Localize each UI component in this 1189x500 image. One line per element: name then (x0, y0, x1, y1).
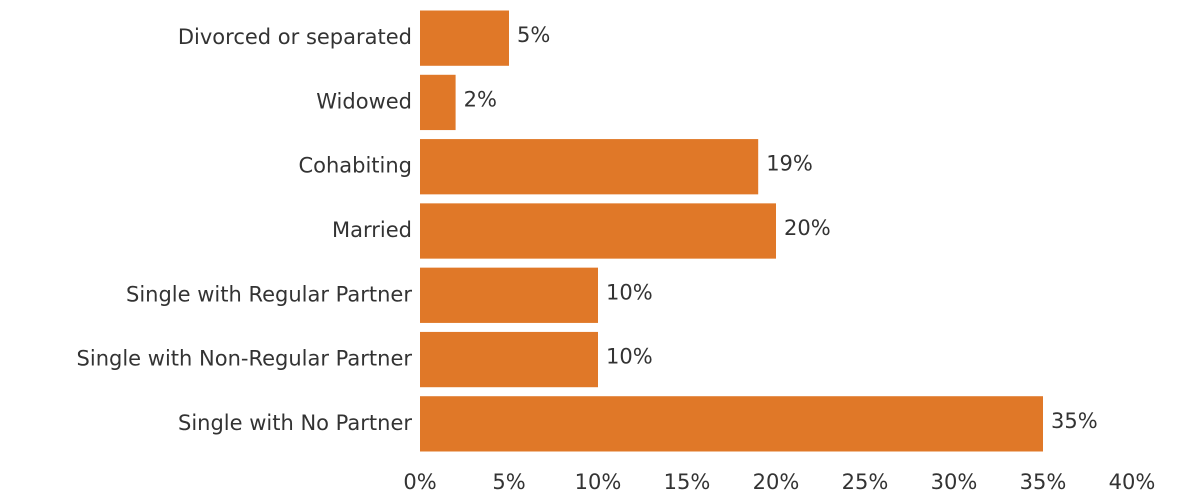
value-label: 20% (784, 216, 831, 240)
x-tick-label: 15% (664, 470, 711, 494)
y-tick-label: Cohabiting (298, 154, 412, 178)
bar (420, 267, 598, 323)
value-label: 35% (1051, 409, 1098, 433)
x-tick-label: 10% (575, 470, 622, 494)
x-tick-label: 25% (842, 470, 889, 494)
x-tick-label: 5% (492, 470, 525, 494)
value-label: 19% (766, 152, 813, 176)
bar (420, 203, 776, 259)
bar (420, 396, 1043, 452)
y-tick-label: Single with Non-Regular Partner (77, 347, 413, 371)
y-tick-label: Single with Regular Partner (126, 282, 412, 306)
value-label: 10% (606, 280, 653, 304)
value-label: 2% (464, 87, 497, 111)
y-tick-label: Divorced or separated (178, 25, 412, 49)
x-tick-label: 0% (403, 470, 436, 494)
bar (420, 331, 598, 388)
x-tick-label: 20% (753, 470, 800, 494)
x-tick-label: 40% (1109, 470, 1156, 494)
y-tick-label: Married (332, 218, 412, 242)
y-tick-label: Widowed (316, 89, 412, 113)
y-tick-label: Single with No Partner (178, 411, 412, 435)
bar (420, 74, 456, 131)
value-label: 10% (606, 345, 653, 369)
x-tick-label: 35% (1020, 470, 1067, 494)
x-tick-label: 30% (931, 470, 978, 494)
bar (420, 10, 509, 66)
bar (420, 139, 759, 195)
value-label: 5% (517, 23, 550, 47)
